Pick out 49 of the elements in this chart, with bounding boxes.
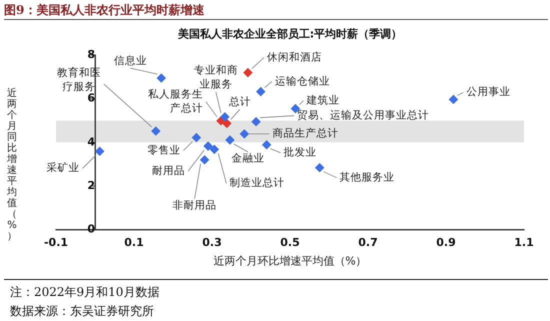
annotation: 制造业总计 bbox=[229, 176, 284, 190]
annotation: 休闲和酒店 bbox=[266, 50, 322, 64]
point bbox=[240, 129, 249, 138]
text: 近两个月同比增速平均值（%） bbox=[7, 88, 17, 242]
point bbox=[315, 163, 324, 172]
point bbox=[210, 144, 219, 154]
annotation: 运输仓储业 bbox=[274, 74, 330, 88]
x-tick-label: 1.1 bbox=[514, 236, 534, 250]
point bbox=[222, 118, 232, 128]
annotation: 零售业 bbox=[147, 143, 180, 156]
point bbox=[220, 112, 230, 122]
point bbox=[95, 146, 104, 156]
annotation: 总计 bbox=[228, 95, 251, 108]
y-tick-label: 2 bbox=[87, 178, 95, 192]
annotation: 公用事业 bbox=[466, 85, 510, 98]
point bbox=[243, 68, 252, 78]
x-tick-label: 0.7 bbox=[358, 236, 378, 250]
point bbox=[192, 133, 201, 142]
point bbox=[448, 94, 458, 104]
point bbox=[200, 155, 210, 164]
point bbox=[252, 117, 261, 126]
annotation: 采矿业 bbox=[46, 161, 80, 174]
x-tick-label: -0.1 bbox=[44, 236, 68, 250]
chart-title: 图9：美国私人非农行业平均时薪增速 bbox=[4, 2, 548, 20]
x-axis-title: 近两个月环比增速平均值（%） bbox=[213, 254, 367, 268]
point bbox=[225, 136, 234, 144]
point bbox=[151, 126, 160, 136]
annotation: 非耐用品 bbox=[172, 198, 217, 212]
point bbox=[256, 87, 266, 96]
text: 注：2022年9月和10月数据 bbox=[10, 284, 160, 301]
x-tick-label: 0.5 bbox=[280, 236, 300, 250]
chart-subtitle: 美国私人非农企业全部员工:平均时薪（季调） bbox=[176, 27, 402, 40]
annotation: 批发业 bbox=[284, 146, 317, 159]
point bbox=[156, 74, 166, 83]
y-tick-label: 4 bbox=[87, 135, 96, 148]
annotation: 商品生产总计 bbox=[272, 126, 338, 140]
x-tick-label: 0.9 bbox=[436, 236, 456, 250]
annotation: 建筑业 bbox=[305, 93, 340, 106]
annotation: 私人服务生产总计 bbox=[148, 88, 203, 115]
x-tick-label: 0.1 bbox=[124, 236, 144, 250]
point bbox=[204, 142, 213, 151]
annotation: 信息业 bbox=[114, 54, 147, 67]
x-tick-label: 0.3 bbox=[202, 236, 222, 250]
annotation: 耐用品 bbox=[152, 164, 186, 177]
point bbox=[262, 140, 272, 150]
source-note: 数据来源：东吴证券研究所 bbox=[10, 303, 154, 320]
annotation: 其他服务业 bbox=[340, 170, 395, 184]
annotation: 金融业 bbox=[231, 152, 264, 165]
annotation: 贸易、运输及公用事业总计 bbox=[297, 108, 430, 122]
